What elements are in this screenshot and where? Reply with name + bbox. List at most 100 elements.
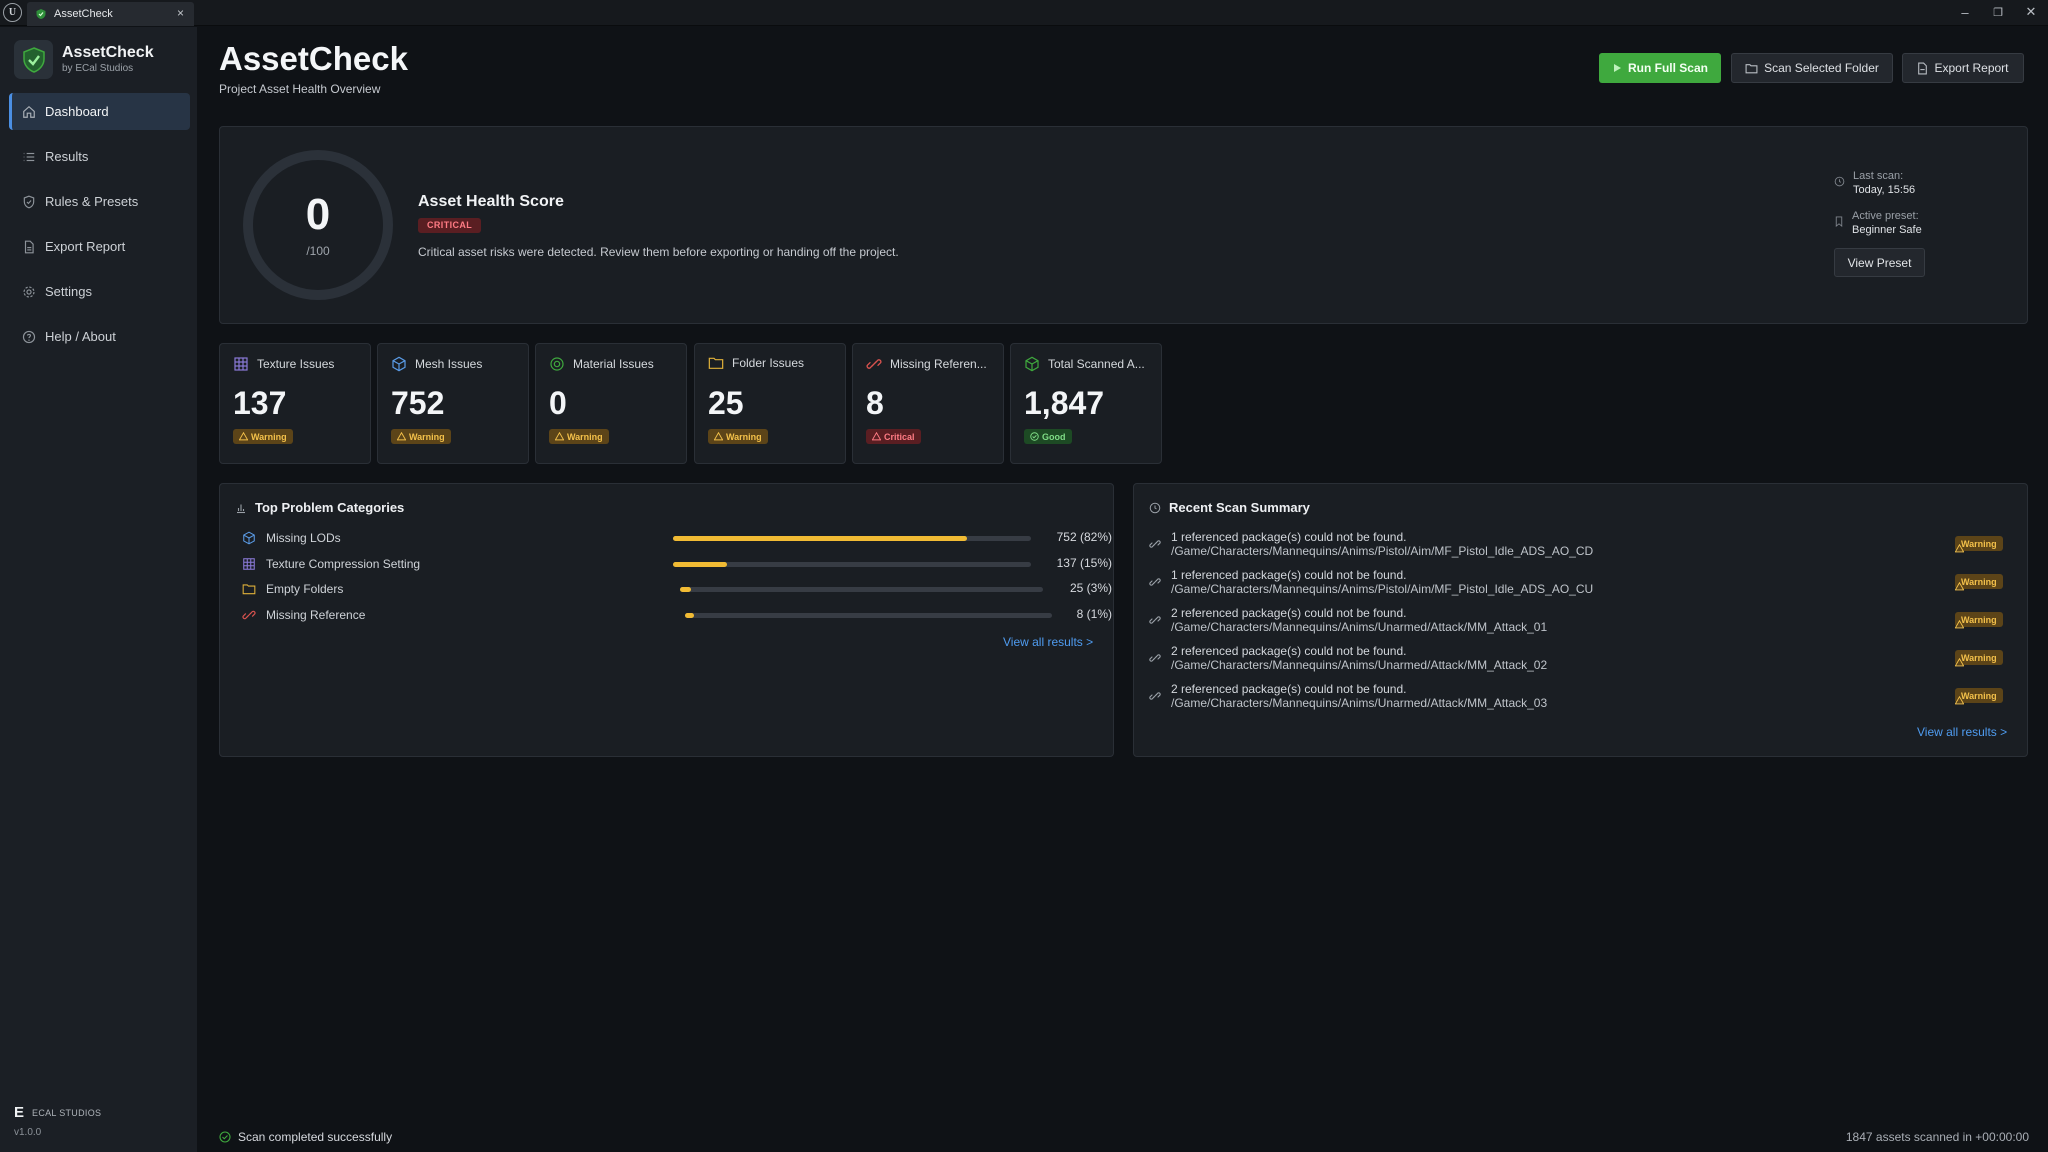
gear-icon: [23, 285, 35, 298]
sidebar-item-settings[interactable]: Settings: [9, 273, 190, 310]
warning-icon: [1955, 696, 1964, 705]
run-full-scan-label: Run Full Scan: [1627, 61, 1708, 75]
category-value: 752 (82%): [1056, 530, 1112, 544]
sidebar-item-results[interactable]: Results: [9, 138, 190, 175]
warning-icon: [714, 432, 723, 441]
status-message: Scan completed successfully: [219, 1130, 392, 1144]
category-bar-track: [673, 536, 1031, 541]
view-preset-button[interactable]: View Preset: [1834, 248, 1925, 277]
export-report-button[interactable]: Export Report: [1902, 53, 2024, 83]
broken-link-icon: [242, 610, 256, 620]
status-badge: Warning: [1955, 612, 2003, 629]
clock-icon: [1149, 502, 1161, 513]
sidebar-item-rules-presets[interactable]: Rules & Presets: [9, 183, 190, 220]
stat-value: 25: [708, 385, 744, 421]
page-title: AssetCheck: [219, 40, 408, 77]
status-badge-label: Warning: [409, 431, 445, 442]
scan-result-row[interactable]: 1 referenced package(s) could not be fou…: [1149, 530, 2048, 564]
scan-asset-path: /Game/Characters/Mannequins/Anims/Unarme…: [1171, 696, 1548, 710]
scan-selected-folder-label: Scan Selected Folder: [1764, 61, 1879, 75]
sidebar-item-help-about[interactable]: Help / About: [9, 318, 190, 355]
stat-value: 1,847: [1024, 385, 1105, 421]
editor-tab[interactable]: AssetCheck ×: [27, 2, 194, 26]
tab-close-icon[interactable]: ×: [176, 6, 184, 20]
status-badge-label: Warning: [726, 431, 762, 442]
link-icon: [1149, 692, 1161, 700]
sidebar-nav: Dashboard Results Rules & Presets Export…: [9, 93, 190, 363]
health-score-value: 0: [305, 190, 331, 239]
category-row-empty-folders[interactable]: Empty Folders 25 (3%): [242, 580, 1112, 598]
view-all-results-link[interactable]: View all results >: [1917, 725, 2008, 739]
scan-result-row[interactable]: 1 referenced package(s) could not be fou…: [1149, 568, 2048, 602]
scan-asset-path: /Game/Characters/Mannequins/Anims/Pistol…: [1171, 544, 1594, 558]
check-circle-icon: [1030, 432, 1039, 441]
status-text: Scan completed successfully: [238, 1130, 393, 1144]
close-window-button[interactable]: ✕: [2025, 4, 2037, 19]
stat-title: Total Scanned A...: [1048, 357, 1145, 371]
scan-message: 1 referenced package(s) could not be fou…: [1171, 530, 1407, 544]
scan-result-row[interactable]: 2 referenced package(s) could not be fou…: [1149, 644, 2048, 678]
sidebar-item-export-report[interactable]: Export Report: [9, 228, 190, 265]
category-bar-fill: [685, 613, 695, 618]
status-badge: Warning: [391, 429, 451, 444]
status-badge-label: Warning: [1961, 652, 1997, 663]
stat-card-total-scanned-assets[interactable]: Total Scanned A... 1,847 Good: [1010, 343, 1162, 464]
stat-title: Missing Referen...: [890, 357, 987, 371]
bar-chart-icon: [237, 504, 245, 513]
unreal-logo-icon[interactable]: U: [3, 3, 22, 22]
view-all-results-link[interactable]: View all results >: [1003, 635, 1094, 649]
warning-icon: [1955, 544, 1964, 553]
panel-title: Top Problem Categories: [255, 500, 405, 515]
last-scan-info: Last scan: Today, 15:56: [1834, 170, 1915, 197]
category-bar-fill: [673, 536, 967, 541]
stat-card-material-issues[interactable]: Material Issues 0 Warning: [535, 343, 687, 464]
tab-shield-icon: [36, 9, 46, 19]
health-score-title: Asset Health Score: [418, 193, 564, 210]
brand: AssetCheck by ECal Studios: [14, 40, 154, 79]
health-status-badge: CRITICAL: [418, 218, 482, 233]
sidebar-item-label: Results: [45, 149, 89, 164]
scan-message: 2 referenced package(s) could not be fou…: [1171, 644, 1407, 658]
scan-result-row[interactable]: 2 referenced package(s) could not be fou…: [1149, 606, 2048, 640]
stat-card-mesh-issues[interactable]: Mesh Issues 752 Warning: [377, 343, 529, 464]
status-badge-label: Warning: [1961, 576, 1997, 587]
sidebar-item-label: Dashboard: [45, 104, 109, 119]
document-icon: [24, 240, 34, 253]
minimize-button[interactable]: –: [1961, 4, 1969, 20]
brand-shield-icon: [14, 40, 53, 79]
scan-selected-folder-button[interactable]: Scan Selected Folder: [1731, 53, 1893, 83]
page-subtitle: Project Asset Health Overview: [219, 82, 381, 96]
texture-grid-icon: [234, 357, 248, 371]
warning-icon: [1955, 582, 1964, 591]
status-badge: Warning: [1955, 574, 2003, 591]
run-full-scan-button[interactable]: Run Full Scan: [1599, 53, 1721, 83]
scan-result-row[interactable]: 2 referenced package(s) could not be fou…: [1149, 682, 2048, 716]
category-row-missing-reference[interactable]: Missing Reference 8 (1%): [242, 606, 1112, 624]
status-badge: Warning: [1955, 688, 2003, 705]
warning-icon: [1955, 658, 1964, 667]
clock-icon: [1834, 176, 1845, 187]
category-row-texture-compression[interactable]: Texture Compression Setting 137 (15%): [242, 555, 1112, 573]
category-row-missing-lods[interactable]: Missing LODs 752 (82%): [242, 529, 1112, 547]
stat-card-folder-issues[interactable]: Folder Issues 25 Warning: [694, 343, 846, 464]
category-value: 137 (15%): [1056, 556, 1112, 570]
studio-name: ECAL STUDIOS: [32, 1107, 102, 1118]
stat-value: 8: [866, 385, 884, 421]
category-bar-track: [673, 562, 1031, 567]
stat-card-texture-issues[interactable]: Texture Issues 137 Warning: [219, 343, 371, 464]
status-badge: Good: [1024, 429, 1072, 444]
last-scan-value: Today, 15:56: [1853, 184, 1916, 196]
tab-title: AssetCheck: [54, 8, 113, 20]
status-badge: Warning: [549, 429, 609, 444]
category-value: 25 (3%): [1069, 581, 1112, 595]
last-scan-label: Last scan:: [1853, 170, 1904, 182]
shield-icon: [23, 195, 35, 208]
stat-title: Mesh Issues: [415, 357, 483, 371]
warning-icon: [239, 432, 248, 441]
category-name: Missing Reference: [266, 608, 366, 622]
sidebar-item-dashboard[interactable]: Dashboard: [9, 93, 190, 130]
active-preset-info: Active preset: Beginner Safe: [1834, 210, 1922, 237]
restore-button[interactable]: ❐: [1993, 6, 2003, 19]
link-icon: [1149, 540, 1161, 548]
stat-card-missing-references[interactable]: Missing Referen... 8 Critical: [852, 343, 1004, 464]
